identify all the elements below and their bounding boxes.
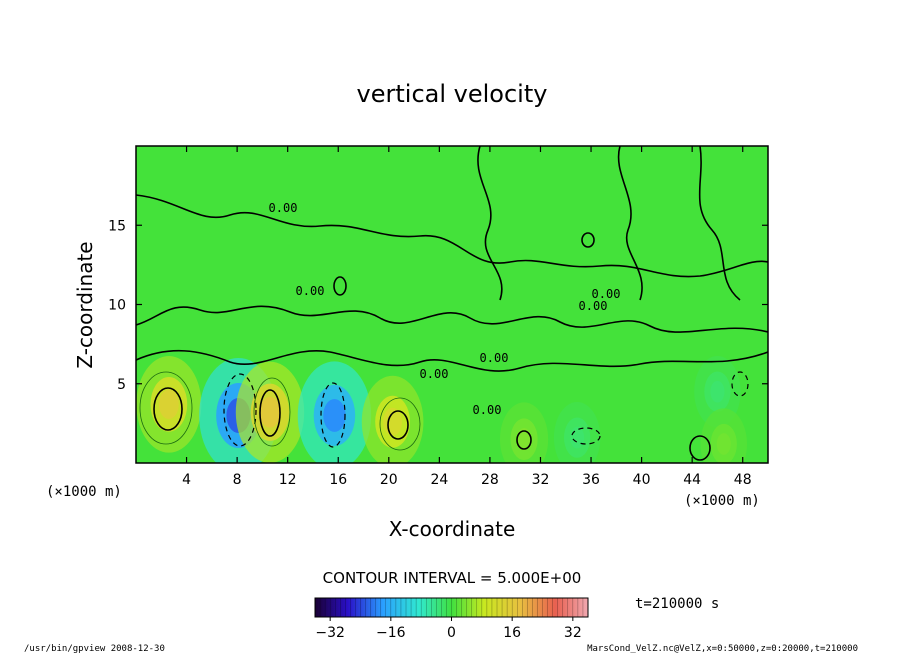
x-tick-label: 16 <box>329 472 347 488</box>
footer-right: MarsCond_VelZ.nc@VelZ,x=0:50000,z=0:2000… <box>587 644 858 654</box>
x-tick-label: 40 <box>633 472 651 488</box>
negative-contours <box>223 371 749 448</box>
x-axis-label: X-coordinate <box>389 517 516 541</box>
thin-contours <box>139 371 421 451</box>
contour-cell-4 <box>516 430 532 450</box>
x-tick-label: 28 <box>481 472 499 488</box>
contour-label: 0.00 <box>480 351 509 365</box>
contour-cell-7 <box>333 276 347 296</box>
contour-cell-1 <box>153 387 183 431</box>
colorbar: −32 −16 0 16 32 <box>314 597 589 641</box>
colorbar-tick-label: −16 <box>376 625 406 641</box>
contour-cell-6 <box>581 232 595 248</box>
contour-label: 0.00 <box>296 284 325 298</box>
time-label: t=210000 s <box>635 596 719 612</box>
contour-cell-2 <box>259 389 281 437</box>
contour-label: 0.00 <box>269 201 298 215</box>
chart-title: vertical velocity <box>357 80 548 108</box>
zero-contour-column-b <box>617 146 643 301</box>
contour-label: 0.00 <box>420 367 449 381</box>
zero-contour-mid <box>136 305 768 333</box>
x-tick-label: 32 <box>532 472 550 488</box>
feature-peak <box>570 426 585 449</box>
colorbar-tick-label: 32 <box>564 625 582 641</box>
contour-label: 0.00 <box>473 403 502 417</box>
thin-cell-1 <box>139 371 193 445</box>
negative-cell-1 <box>223 373 257 447</box>
colorbar-tick-label: 0 <box>447 625 456 641</box>
contour-label: 0.00 <box>592 287 621 301</box>
x-tick-label: 44 <box>683 472 701 488</box>
x-tick-label: 12 <box>279 472 297 488</box>
feature-peak <box>323 399 346 432</box>
x-tick-label: 36 <box>582 472 600 488</box>
x-tick-label: 8 <box>233 472 242 488</box>
y-axis-label: Z-coordinate <box>73 241 97 368</box>
zero-contour-upper <box>136 194 768 278</box>
zero-contour-column-a <box>477 146 503 301</box>
thin-cell-3 <box>253 377 291 447</box>
negative-cell-2 <box>320 382 346 448</box>
contour-label: 0.00 <box>579 299 608 313</box>
feature-peak <box>383 407 402 436</box>
x-tick-label: 48 <box>734 472 752 488</box>
plot-area: 0.000.000.000.000.000.000.00 <box>135 145 769 464</box>
contour-cell-3 <box>387 410 409 440</box>
y-tick-label: 5 <box>117 377 126 393</box>
x-unit-right: (×1000 m) <box>684 493 760 509</box>
feature-peak <box>158 389 179 420</box>
x-tick-label: 20 <box>380 472 398 488</box>
zero-contour-low <box>136 349 768 372</box>
negative-cell-3 <box>571 427 601 445</box>
x-tick-label: 24 <box>430 472 448 488</box>
footer-left: /usr/bin/gpview 2008-12-30 <box>24 644 165 654</box>
y-tick-label: 10 <box>108 298 126 314</box>
y-axis: 5 10 15 <box>108 218 768 393</box>
feature-peak <box>259 396 281 428</box>
feature-peak <box>716 433 731 455</box>
colorbar-tick-label: 16 <box>503 625 521 641</box>
y-tick-label: 15 <box>108 218 126 234</box>
x-unit-left: (×1000 m) <box>46 484 122 500</box>
x-tick-label: 4 <box>182 472 191 488</box>
contour-cell-5 <box>689 435 711 461</box>
contour-lines <box>136 146 768 461</box>
feature-peak <box>710 380 725 403</box>
feature-peak <box>516 428 532 451</box>
colorbar-tick-label: −32 <box>315 625 345 641</box>
contour-interval: CONTOUR INTERVAL = 5.000E+00 <box>323 569 582 587</box>
thin-cell-2 <box>379 397 421 451</box>
x-axis: 4 8 12 16 20 24 28 32 36 40 44 48 <box>182 146 752 488</box>
zero-contour-column-c <box>698 146 741 301</box>
negative-cell-4 <box>731 371 749 397</box>
